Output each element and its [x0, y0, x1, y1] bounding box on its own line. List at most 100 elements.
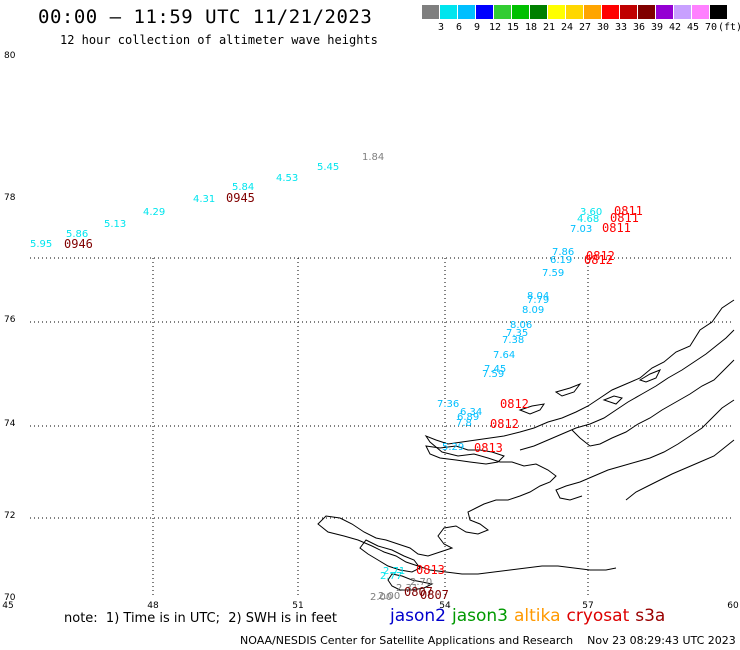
swh-value-label: 2.70: [410, 577, 432, 588]
longitude-label: 45: [2, 601, 13, 611]
scale-label: 15: [506, 22, 520, 33]
scale-swatch: [458, 5, 475, 19]
coastline-path: [638, 369, 662, 383]
longitude-label: 51: [292, 601, 303, 611]
scale-swatch: [656, 5, 673, 19]
scale-swatch: [674, 5, 691, 19]
scale-swatch: [512, 5, 529, 19]
legend-s3a: s3a: [635, 606, 666, 626]
scale-label: 21: [542, 22, 556, 33]
swh-labels: 1.84 5.45 4.53 5.84 4.31 4.29 5.13 5.86 5.95 3.60…: [30, 152, 602, 603]
scale-swatch: [530, 5, 547, 19]
swh-value-label: 7.36: [437, 399, 459, 410]
scale-swatch: [602, 5, 619, 19]
scale-label: 6: [455, 22, 463, 33]
coastline-path: [359, 539, 421, 573]
scale-swatch: [692, 5, 709, 19]
swh-value-label: 2.00: [378, 591, 400, 602]
scale-label: 42: [668, 22, 682, 33]
swh-value-label: 8.06: [510, 320, 532, 331]
longitude-label: 60: [727, 601, 739, 611]
pass-time-label: 0813: [474, 441, 503, 455]
pass-time-label: 0812: [490, 417, 519, 431]
swh-value-label: 7.79: [527, 295, 549, 306]
scale-label: (ft): [718, 22, 740, 33]
scale-swatch: [422, 5, 439, 19]
scale-label: 24: [560, 22, 574, 33]
scale-label: 12: [488, 22, 502, 33]
scale-label: 18: [524, 22, 538, 33]
swh-value-label: 4.53: [276, 173, 298, 184]
pass-time-label: 0811: [610, 211, 639, 225]
pass-time-label: 0812: [586, 249, 615, 263]
swh-value-label: 4.31: [193, 194, 215, 205]
scale-swatch: [620, 5, 637, 19]
latitude-label: 78: [4, 193, 16, 203]
swh-value-label: 6.34: [460, 407, 482, 418]
swh-value-label: 1.84: [362, 152, 384, 163]
map-subtitle: 12 hour collection of altimeter wave hei…: [60, 33, 378, 47]
latitude-label: 72: [4, 511, 15, 521]
scale-swatch: [566, 5, 583, 19]
coastline-path: [554, 382, 582, 397]
swh-value-label: 5.45: [317, 162, 339, 173]
swh-value-label: 7.64: [493, 350, 515, 361]
scale-swatch: [494, 5, 511, 19]
credit-line: NOAA/NESDIS Center for Satellite Applica…: [240, 634, 736, 647]
legend-jason2: jason2: [390, 606, 446, 626]
swh-value-label: 8.04: [527, 291, 549, 302]
swh-value-label: 3.60: [580, 207, 602, 218]
legend-cryosat: cryosat: [566, 606, 630, 626]
latitude-label: 76: [4, 315, 16, 325]
satellite-legend: jason2 jason3 altika cryosat s3a: [390, 606, 671, 626]
scale-label: 39: [650, 22, 664, 33]
swh-value-label: 7.59: [542, 268, 564, 279]
scale-swatch: [638, 5, 655, 19]
swh-value-label: 7.03: [570, 224, 592, 235]
scale-label: 9: [473, 22, 481, 33]
time-labels: 0945094608110811081108120812081208120813…: [64, 191, 643, 602]
scale-swatch: [548, 5, 565, 19]
units-note: note: 1) Time is in UTC; 2) SWH is in fe…: [64, 611, 337, 626]
swh-value-label: 2.00: [370, 592, 392, 603]
swh-value-label: 7.38: [502, 335, 524, 346]
legend-jason3: jason3: [452, 606, 508, 626]
scale-swatch: [710, 5, 727, 19]
coastline-path: [555, 399, 735, 501]
map-title: 00:00 – 11:59 UTC 11/21/2023: [38, 6, 373, 28]
swh-value-label: 2.77: [380, 571, 402, 582]
pass-time-label: 0807: [420, 588, 449, 602]
scale-label: 33: [614, 22, 628, 33]
pass-time-label: 0812: [584, 253, 613, 267]
pass-time-label: 0813: [416, 563, 445, 577]
scale-label: 36: [632, 22, 646, 33]
longitude-label: 54: [439, 601, 451, 611]
scale-swatch: [476, 5, 493, 19]
swh-value-label: 6.89: [457, 412, 479, 423]
pass-time-label: 0945: [226, 191, 255, 205]
coastline-path: [387, 573, 434, 591]
swh-value-label: 5.29: [442, 442, 464, 453]
swh-value-label: 5.13: [104, 219, 126, 230]
swh-value-label: 2.71: [383, 566, 405, 577]
swh-value-label: 5.86: [66, 229, 88, 240]
coastline-path: [317, 299, 735, 575]
pass-time-label: 0946: [64, 237, 93, 251]
coastline-path: [625, 439, 735, 501]
coastline-path: [518, 403, 546, 415]
coastline-path: [519, 329, 735, 451]
coastline-path: [571, 359, 735, 447]
swh-value-label: 7.45: [484, 364, 506, 375]
swh-value-label: 4.68: [577, 214, 599, 225]
swh-value-label: 5.84: [232, 182, 254, 193]
swh-value-label: 4.29: [143, 207, 165, 218]
pass-time-label: 0812: [500, 397, 529, 411]
pass-time-label: 0811: [602, 221, 631, 235]
scale-label: 27: [578, 22, 592, 33]
swh-value-label: 6.19: [550, 255, 572, 266]
scale-label: 3: [437, 22, 445, 33]
scale-swatch: [440, 5, 457, 19]
pass-time-label: 0811: [614, 204, 643, 218]
coastline: [317, 299, 735, 591]
